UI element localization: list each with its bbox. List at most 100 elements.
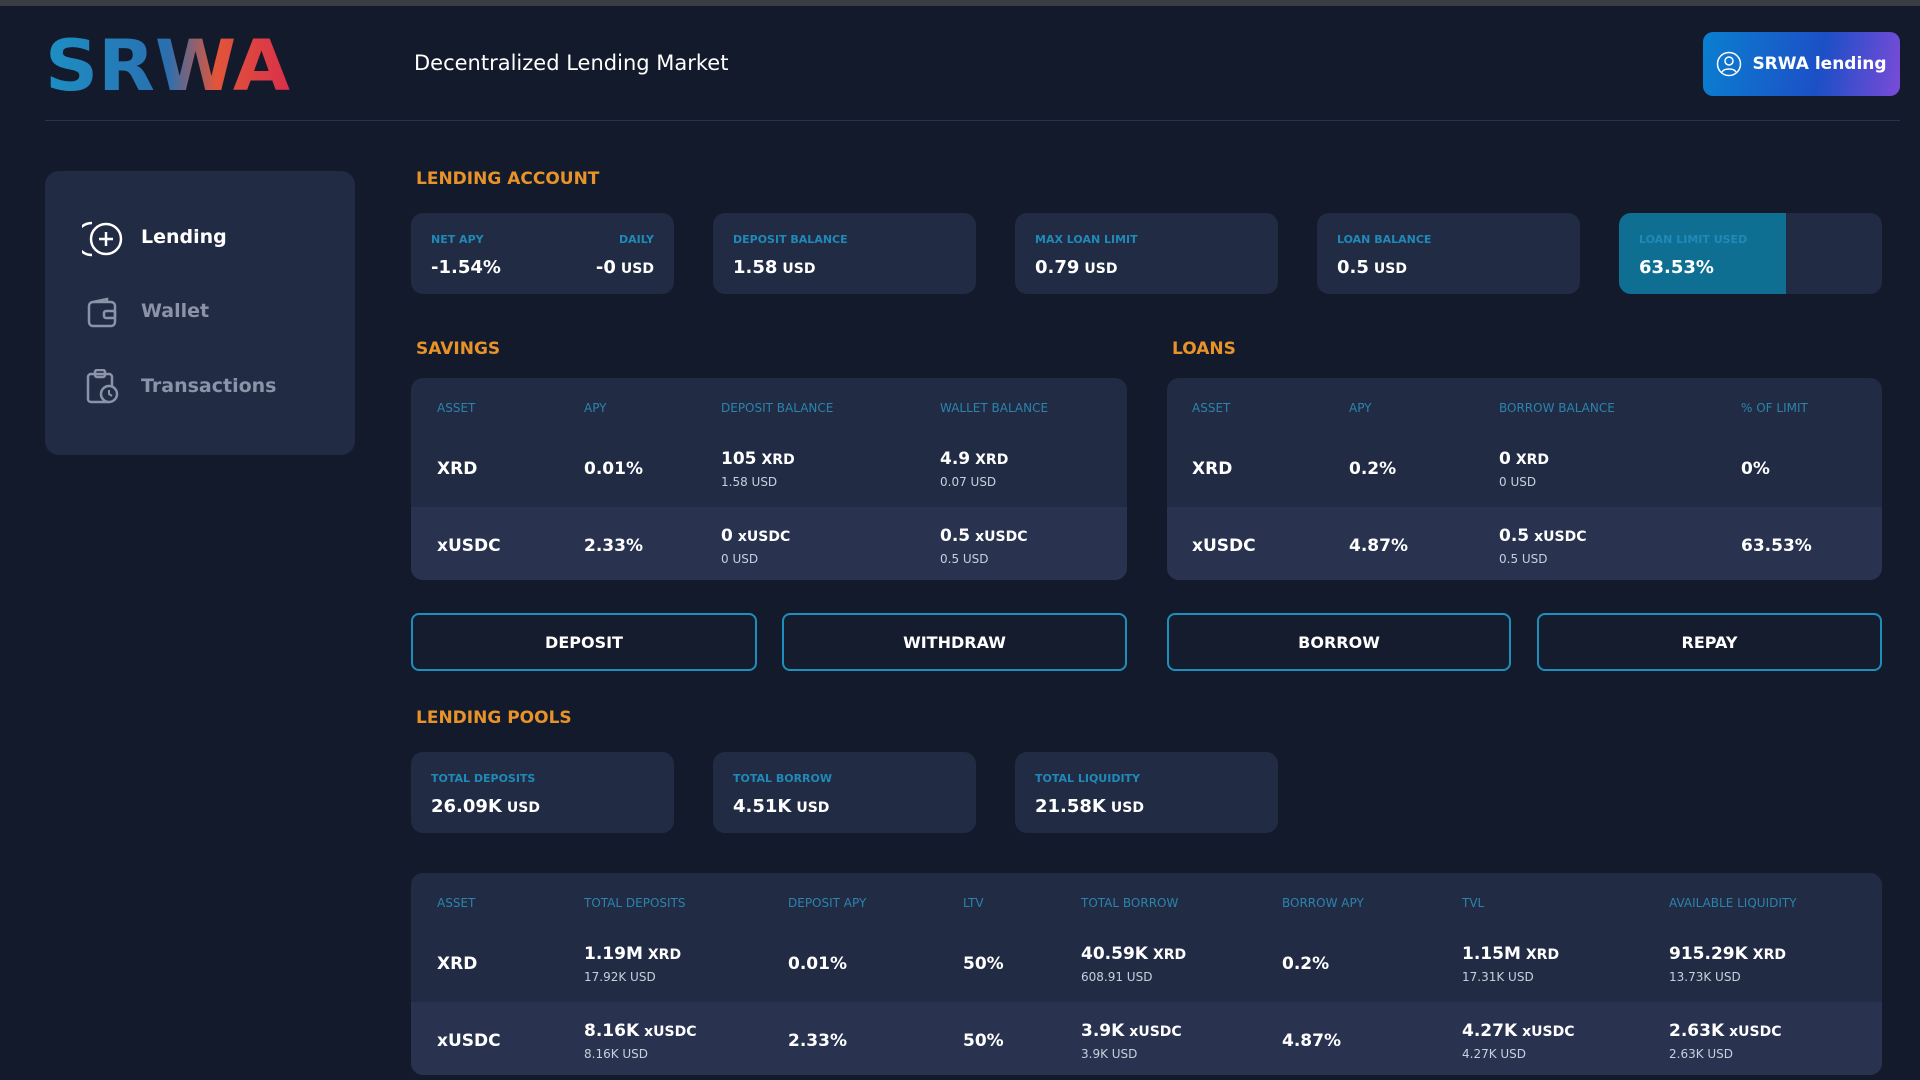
action-button[interactable]: BORROW — [1167, 613, 1511, 671]
nav-lending[interactable]: Lending — [141, 226, 227, 248]
cell-sub: 2.63K USD — [1669, 1046, 1734, 1061]
amount: 0.79 — [1035, 257, 1080, 278]
amount: 40.59K — [1081, 943, 1148, 964]
section-title: SAVINGS — [416, 339, 501, 359]
cell-sub: 0 USD — [1499, 474, 1537, 489]
column-header: TVL — [1462, 896, 1485, 910]
table-cell: XRD — [1192, 458, 1233, 479]
card-value: 21.58K USD — [1035, 796, 1144, 817]
cell-sub: 0.5 USD — [940, 551, 989, 566]
column-header: WALLET BALANCE — [940, 401, 1049, 415]
page-title: Decentralized Lending Market — [414, 51, 729, 75]
transactions-icon — [86, 369, 119, 404]
section-title: LENDING ACCOUNT — [416, 169, 600, 189]
card-label: DEPOSIT BALANCE — [733, 233, 848, 246]
account-button[interactable]: SRWA lending — [1703, 32, 1900, 96]
column-header: ASSET — [437, 896, 476, 910]
top-bar — [0, 0, 1920, 6]
amount: 0 — [721, 525, 733, 546]
user-icon — [1717, 51, 1742, 77]
table-cell: 0.01% — [584, 458, 643, 479]
divider — [45, 120, 1900, 121]
table-cell: 40.59K XRD 608.91 USD — [1081, 925, 1186, 1002]
unit: xUSDC — [1534, 528, 1587, 545]
amount: -0 — [595, 257, 616, 278]
table-cell: 63.53% — [1741, 535, 1812, 556]
table-cell: XRD — [437, 458, 478, 479]
cell-amount: 915.29K XRD — [1669, 944, 1786, 964]
amount: 4.27K — [1462, 1020, 1518, 1041]
amount: 1.19M — [584, 943, 643, 964]
stat-card: TOTAL DEPOSITS 26.09K USD — [411, 752, 674, 833]
table-cell: 4.9 XRD 0.07 USD — [940, 430, 1008, 507]
card-label: NET APY — [431, 233, 484, 246]
amount: 0 — [1499, 448, 1511, 469]
cell-sub: 17.31K USD — [1462, 969, 1534, 984]
table-cell: XRD — [437, 953, 478, 974]
table-cell: 2.33% — [788, 1030, 847, 1051]
cell-amount: 1.15M XRD — [1462, 944, 1559, 964]
table-cell: 0.01% — [788, 953, 847, 974]
data-table: ASSET APY DEPOSIT BALANCE WALLET BALANCE XRD… — [411, 378, 1127, 580]
unit: XRD — [647, 946, 682, 963]
cell-amount: 1.19M XRD — [584, 944, 681, 964]
cell-amount: 0.5 xUSDC — [940, 526, 1028, 546]
table-cell: xUSDC — [1192, 535, 1256, 556]
cell-sub: 8.16K USD — [584, 1046, 649, 1061]
cell-amount: 3.9K xUSDC — [1081, 1021, 1182, 1041]
wallet-icon — [87, 297, 117, 328]
cell-sub: 0.07 USD — [940, 474, 997, 489]
column-header: AVAILABLE LIQUIDITY — [1669, 896, 1797, 910]
column-header: BORROW BALANCE — [1499, 401, 1615, 415]
cell-amount: 40.59K XRD — [1081, 944, 1186, 964]
nav-transactions[interactable]: Transactions — [141, 375, 277, 397]
table-cell: 0 XRD 0 USD — [1499, 430, 1549, 507]
column-header: APY — [1349, 401, 1372, 415]
unit: xUSDC — [1522, 1023, 1575, 1040]
unit: XRD — [1525, 946, 1560, 963]
card-label: MAX LOAN LIMIT — [1035, 233, 1138, 246]
data-table: ASSET APY BORROW BALANCE % OF LIMIT XRD 0.2% 0… — [1167, 378, 1882, 580]
table-cell: 0.5 xUSDC 0.5 USD — [940, 507, 1028, 580]
card-value: -0 USD — [596, 257, 654, 278]
cell-amount: 0.5 xUSDC — [1499, 526, 1587, 546]
unit: USD — [782, 261, 816, 277]
sidebar — [45, 171, 355, 455]
card-value: 26.09K USD — [431, 796, 540, 817]
unit: xUSDC — [975, 528, 1028, 545]
table-cell: 0% — [1741, 458, 1770, 479]
amount: 915.29K — [1669, 943, 1748, 964]
column-header: LTV — [963, 896, 984, 910]
unit: XRD — [1152, 946, 1187, 963]
cell-sub: 4.27K USD — [1462, 1046, 1527, 1061]
column-header: DEPOSIT BALANCE — [721, 401, 834, 415]
amount: 26.09K — [431, 796, 502, 817]
table-cell: 105 XRD 1.58 USD — [721, 430, 795, 507]
unit: XRD — [1515, 451, 1550, 468]
cell-sub: 17.92K USD — [584, 969, 656, 984]
column-header: % OF LIMIT — [1741, 401, 1808, 415]
stat-card: DEPOSIT BALANCE 1.58 USD — [713, 213, 976, 294]
action-button[interactable]: REPAY — [1537, 613, 1882, 671]
amount: 4.51K — [733, 796, 792, 817]
table-cell: 0.5 xUSDC 0.5 USD — [1499, 507, 1587, 580]
nav-wallet[interactable]: Wallet — [141, 300, 210, 322]
table-cell: 4.87% — [1349, 535, 1408, 556]
unit: XRD — [975, 451, 1009, 468]
table-cell: xUSDC — [437, 535, 501, 556]
action-button[interactable]: WITHDRAW — [782, 613, 1127, 671]
card-value: 0.79 USD — [1035, 257, 1118, 278]
action-button[interactable]: DEPOSIT — [411, 613, 757, 671]
cell-sub: 0 USD — [721, 551, 759, 566]
table-cell: 2.33% — [584, 535, 643, 556]
table-cell: 3.9K xUSDC 3.9K USD — [1081, 1002, 1182, 1075]
card-label: TOTAL DEPOSITS — [431, 772, 536, 785]
cell-amount: 2.63K xUSDC — [1669, 1021, 1782, 1041]
unit: USD — [1373, 261, 1407, 277]
amount: 1.58 — [733, 257, 778, 278]
card-label: DAILY — [619, 233, 654, 246]
cell-amount: 0 xUSDC — [721, 526, 790, 546]
unit: xUSDC — [1729, 1023, 1782, 1040]
card-value: 63.53% — [1639, 257, 1714, 278]
